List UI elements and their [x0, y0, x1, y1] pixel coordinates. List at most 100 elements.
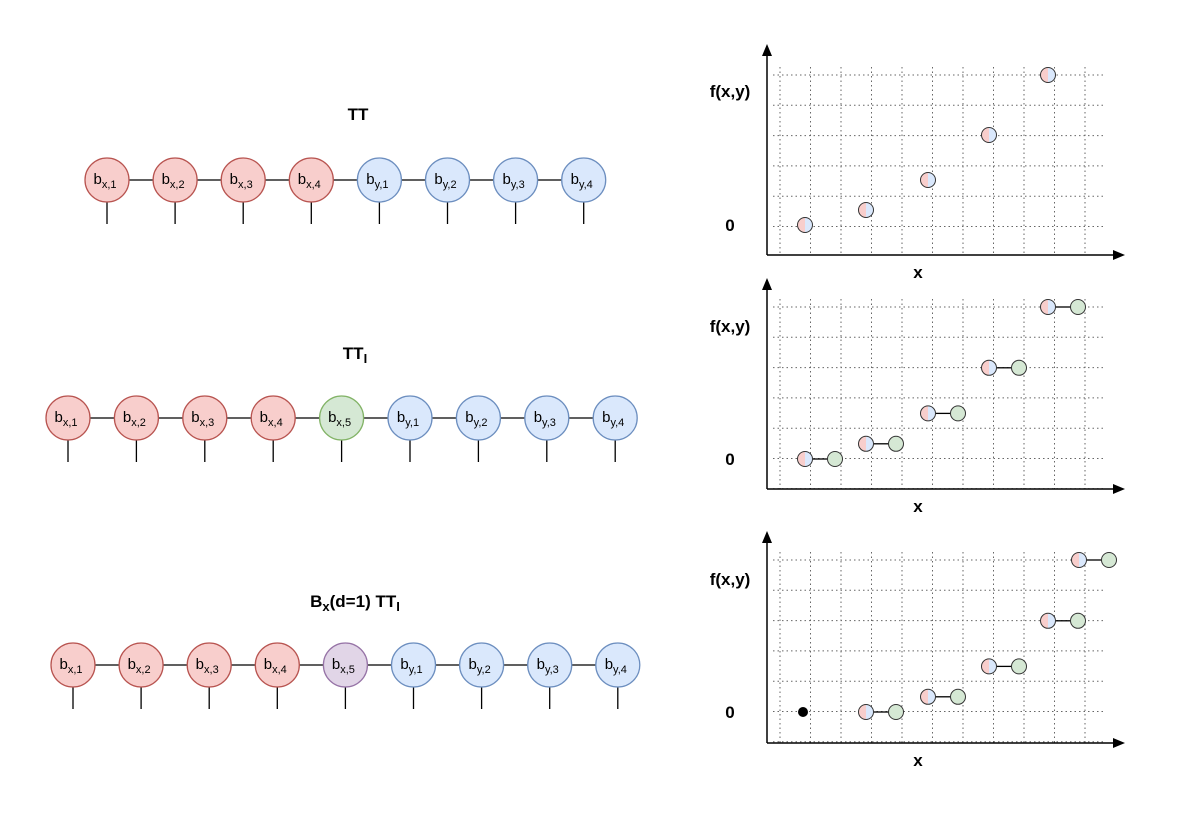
tensor-node-label: by,3	[534, 409, 556, 429]
tensor-node	[592, 395, 638, 441]
chain-title: TTI	[343, 344, 367, 366]
x-axis-label: x	[913, 263, 923, 282]
tensor-node	[455, 395, 502, 441]
tensor-node	[424, 157, 471, 203]
tensor-node	[595, 642, 641, 688]
x-axis-arrow	[1113, 484, 1125, 494]
tensor-node-label: by,2	[465, 409, 487, 429]
tensor-node-label: by,4	[571, 171, 593, 191]
tensor-node	[288, 157, 334, 203]
tensor-node-label: by,3	[502, 171, 524, 191]
y-axis-label: f(x,y)	[710, 570, 751, 589]
tensor-node-label: bx,2	[123, 409, 146, 429]
data-point	[1040, 299, 1056, 315]
data-point	[920, 405, 936, 422]
tensor-node-label: bx,2	[162, 171, 185, 191]
data-point	[920, 172, 936, 188]
tensor-node	[50, 642, 96, 688]
data-point-green	[888, 435, 904, 452]
data-point	[858, 435, 874, 452]
tensor-node	[561, 157, 607, 203]
chain-title: Bx(d=1) TTI	[310, 592, 400, 614]
tensor-node	[250, 395, 296, 441]
plot-3: f(x,y) 0 x	[710, 531, 1125, 770]
tensor-node-label: by,1	[366, 171, 388, 191]
tensor-node-label: bx,2	[128, 656, 151, 676]
y-axis-arrow	[762, 278, 772, 290]
tensor-node-label: bx,3	[196, 656, 219, 676]
tensor-node	[254, 642, 300, 688]
tensor-node-label: bx,4	[260, 409, 283, 429]
data-point-green	[888, 704, 904, 720]
data-point	[981, 658, 997, 675]
data-point	[858, 202, 874, 218]
tensor-node	[492, 157, 539, 203]
y-axis-label: f(x,y)	[710, 82, 751, 101]
tensor-node	[387, 395, 433, 441]
tensor-node-label: bx,1	[59, 656, 82, 676]
y-axis-label: f(x,y)	[710, 317, 751, 336]
data-point	[1071, 552, 1087, 568]
tensor-node-label: by,1	[400, 656, 422, 676]
y-axis-arrow	[762, 531, 772, 543]
origin-dot	[798, 707, 808, 717]
data-point	[1040, 612, 1056, 629]
x-axis-arrow	[1113, 738, 1125, 748]
tensor-node-label: by,2	[434, 171, 456, 191]
tensor-node	[84, 157, 130, 203]
chain-title: TT	[348, 105, 369, 124]
tensor-node	[182, 395, 228, 441]
plot-2: f(x,y) 0 x	[710, 278, 1125, 516]
title-main: TT	[348, 105, 369, 124]
title-main: TT	[343, 344, 364, 363]
y-axis-arrow	[762, 44, 772, 56]
data-point	[981, 359, 997, 376]
tensor-node	[318, 395, 365, 441]
title-sub: I	[396, 599, 400, 614]
tensor-node-label: bx,5	[328, 409, 351, 429]
data-point	[981, 127, 997, 143]
data-point-green	[950, 688, 966, 705]
tensor-node	[45, 395, 91, 441]
tensor-node-label: by,4	[602, 409, 624, 429]
zero-tick-label: 0	[725, 703, 734, 722]
tensor-node	[524, 395, 570, 441]
title-sub: I	[364, 351, 368, 366]
zero-tick-label: 0	[725, 450, 734, 469]
x-axis-label: x	[913, 751, 923, 770]
x-axis-label: x	[913, 497, 923, 516]
data-point-green	[950, 405, 966, 422]
data-point-green	[827, 451, 843, 467]
tensor-node-label: by,3	[537, 656, 559, 676]
tensor-node	[356, 157, 403, 203]
data-point-green	[1011, 658, 1027, 675]
tensor-node-label: bx,4	[298, 171, 321, 191]
data-point	[797, 451, 813, 467]
tensor-node	[458, 642, 505, 688]
tensor-node-label: bx,1	[54, 409, 77, 429]
data-point-green	[1070, 612, 1086, 629]
zero-tick-label: 0	[725, 216, 734, 235]
tensor-node-label: by,1	[397, 409, 419, 429]
tensor-node	[118, 642, 164, 688]
tensor-chain-3: Bx(d=1) TTI bx,1 bx,2 bx,3 bx,4 bx,5 by,1 by,2 b…	[50, 592, 641, 709]
data-point	[920, 688, 936, 705]
tensor-node	[322, 642, 369, 688]
tensor-node	[527, 642, 573, 688]
tensor-node-label: bx,4	[264, 656, 287, 676]
data-point	[1040, 67, 1056, 83]
data-point	[797, 217, 813, 233]
tensor-node	[113, 395, 160, 441]
title-pre: B	[310, 592, 322, 611]
tensor-node-label: by,2	[468, 656, 490, 676]
title-mid: (d=1) TT	[330, 592, 397, 611]
tensor-node	[390, 642, 437, 688]
tensor-node-label: bx,5	[332, 656, 355, 676]
plot-1: f(x,y) 0 x	[710, 44, 1125, 282]
data-point-green	[1101, 552, 1117, 568]
tensor-node-label: bx,3	[191, 409, 214, 429]
data-point	[858, 704, 874, 720]
tensor-node-label: bx,1	[93, 171, 116, 191]
